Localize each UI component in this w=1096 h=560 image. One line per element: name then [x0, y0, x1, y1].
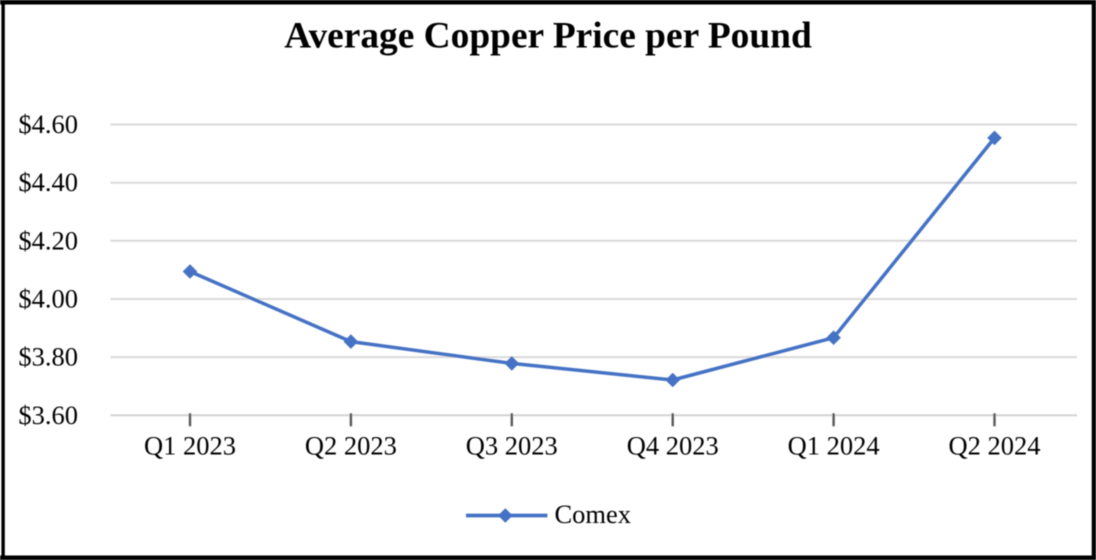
- svg-text:Q3 2023: Q3 2023: [466, 431, 558, 461]
- svg-text:Q1 2024: Q1 2024: [788, 431, 880, 461]
- svg-text:$3.80: $3.80: [18, 342, 78, 372]
- svg-text:Q2 2024: Q2 2024: [948, 431, 1040, 461]
- svg-text:Q4 2023: Q4 2023: [627, 431, 719, 461]
- svg-text:Q1 2023: Q1 2023: [144, 431, 236, 461]
- svg-text:$3.60: $3.60: [18, 400, 78, 430]
- svg-text:$4.20: $4.20: [18, 225, 78, 255]
- svg-text:Q2 2023: Q2 2023: [305, 431, 397, 461]
- svg-text:$4.00: $4.00: [18, 284, 78, 314]
- svg-text:Average Copper Price per Pound: Average Copper Price per Pound: [284, 15, 812, 56]
- svg-text:$4.40: $4.40: [18, 167, 78, 197]
- svg-text:$4.60: $4.60: [18, 109, 78, 139]
- svg-text:Comex: Comex: [555, 499, 632, 529]
